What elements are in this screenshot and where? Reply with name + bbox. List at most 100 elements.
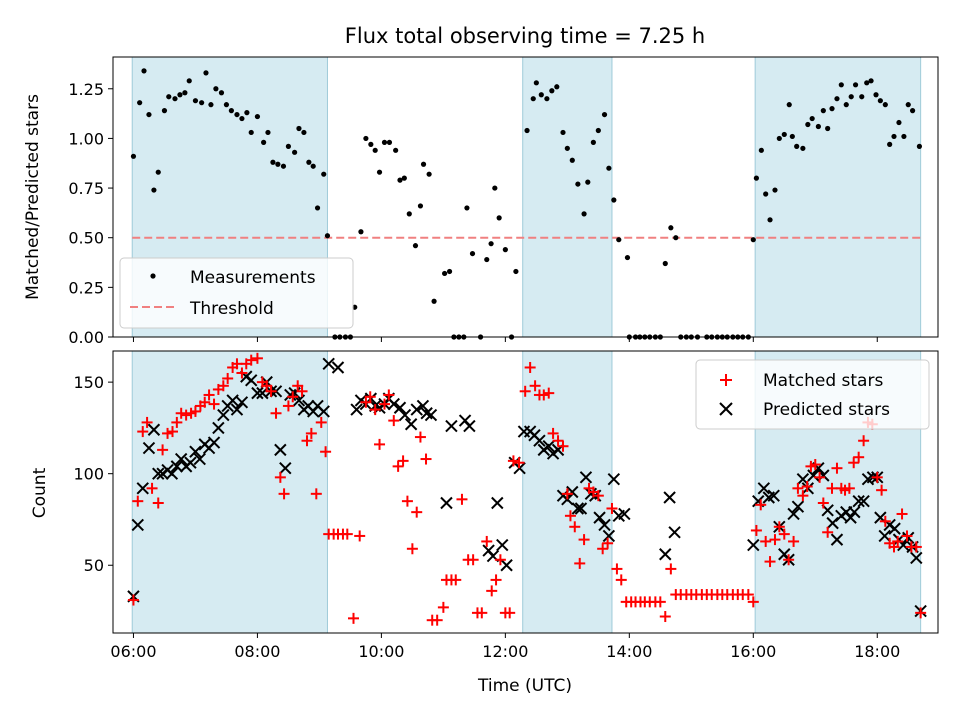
legend-matched-marker [720,374,732,386]
matched-star-point [910,541,922,553]
measurement-point [208,102,214,108]
x-tick-label: 08:00 [234,642,280,661]
matched-star-point [401,495,413,507]
measurement-point [192,98,199,104]
matched-star-point [171,416,183,428]
ratio-y-ticks: 0.00 0.25 0.50 0.75 1.00 1.25 [68,80,113,347]
matched-star-point [538,389,550,401]
y-tick-label: 0.75 [68,179,104,198]
measurement-point [261,139,267,145]
predicted-star-point [136,482,149,495]
matched-star-point [287,391,299,403]
measurement-point [469,250,476,257]
measurement-point [524,127,530,134]
measurement-point [492,185,498,191]
measurement-point [848,94,854,100]
predicted-star-point [230,403,244,416]
ratio-panel: 0.00 0.25 0.50 0.75 1.00 1.25 Flux total obse… [23,24,939,347]
predicted-star-point [574,502,588,515]
measurement-point [873,92,879,98]
measurement-point [358,229,364,235]
matched-star-point [301,435,313,447]
measurement-point [254,113,261,120]
measurement-point [234,111,240,118]
matched-star-point [431,614,443,626]
matched-star-point [822,526,834,538]
matched-star-point [529,380,541,392]
matched-star-point [162,427,174,439]
predicted-star-point [279,461,292,475]
measurement-point [809,115,815,122]
legend-measurements-marker [150,273,156,279]
matched-star-point [606,502,618,514]
matched-star-point [524,361,536,373]
x-tick-label: 18:00 [854,642,900,661]
matched-star-point [450,574,462,586]
matched-star-point [742,589,754,601]
measurement-point [538,92,544,98]
matched-star-point [783,554,795,566]
matched-star-point [296,385,308,397]
predicted-star-point [607,472,621,486]
predicted-star-point [193,452,206,466]
matched-star-point [282,400,294,412]
legend-matched-label: Matched stars [763,371,883,391]
ratio-legend: Measurements Threshold [119,257,354,329]
predicted-star-point [463,419,476,433]
predicted-star-point [618,507,631,521]
measurement-point [800,145,806,151]
count-y-ticks: 50 100 150 [73,373,113,575]
matched-star-point [797,490,809,502]
predicted-star-point [165,467,179,480]
y-tick-label: 150 [73,373,104,392]
measurement-point [182,90,188,96]
matched-star-point [543,387,555,399]
predicted-star-point [663,491,676,504]
measurement-point [386,139,393,145]
predicted-star-point [174,452,188,466]
y-tick-label: 1.25 [68,80,104,99]
measurement-point [585,179,591,185]
measurement-point [296,125,302,132]
matched-star-point [374,438,386,450]
matched-star-point [278,488,290,500]
y-tick-label: 50 [84,556,104,575]
matched-star-point [392,460,404,472]
matched-star-point [341,528,353,540]
predicted-star-point [274,443,287,457]
matched-star-point [755,499,767,511]
matched-star-point [364,391,376,403]
matched-star-point [853,451,865,463]
matched-star-point [231,358,243,370]
predicted-star-point [500,559,513,572]
matched-star-point [592,490,604,502]
matched-star-point [476,607,488,619]
predicted-star-point [852,494,865,508]
matched-star-point [764,556,776,568]
matched-star-point [369,404,381,416]
measurement-point [877,98,883,104]
matched-star-point [602,537,614,549]
measurement-point [223,102,230,108]
measurement-point [595,127,601,134]
predicted-star-point [189,445,202,458]
count-legend: Matched stars Predicted stars [695,359,930,430]
measurement-point [306,159,312,165]
matched-star-point [788,535,800,547]
measurement-point [239,115,245,122]
measurement-point [825,125,831,132]
measurement-point [372,147,378,153]
matched-star-point [245,354,257,366]
y-tick-label: 1.00 [68,129,104,148]
measurement-point [820,108,826,114]
matched-star-point [615,574,627,586]
measurement-point [431,298,437,304]
predicted-star-point [857,494,870,508]
chart-title: Flux total observing time = 7.25 h [345,24,705,48]
matched-star-point [494,554,506,566]
measurement-point [852,82,859,88]
predicted-star-point [170,460,184,473]
predicted-star-point [579,471,593,484]
predicted-star-point [533,434,546,447]
matched-star-point [189,405,201,417]
